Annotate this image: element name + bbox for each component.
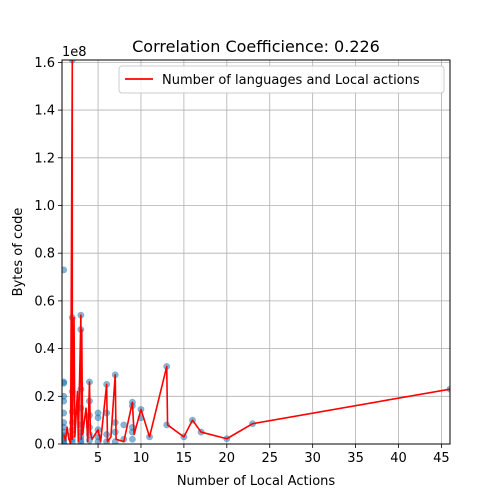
y-tick-label: 0.6 xyxy=(34,294,55,309)
legend-entry-label: Number of languages and Local actions xyxy=(162,73,420,88)
y-tick-label: 0.2 xyxy=(34,390,55,405)
plot-area xyxy=(62,60,450,444)
scatter-point xyxy=(62,379,68,387)
scatter-point xyxy=(94,414,102,422)
y-tick-label: 1.4 xyxy=(34,104,55,119)
y-axis: 0.0 0.2 0.4 0.6 0.8 1.0 1.2 1.4 1.6 xyxy=(34,56,62,453)
legend-box xyxy=(118,65,445,94)
series-line xyxy=(62,60,450,444)
y-tick-label: 0.8 xyxy=(34,247,55,262)
chart-title: Correlation Coefficience: 0.226 xyxy=(132,37,380,56)
x-tick-label: 25 xyxy=(261,451,278,466)
scatter-point xyxy=(62,409,68,417)
y-tick-label: 1.6 xyxy=(34,56,55,71)
scatter-point xyxy=(62,397,68,405)
y-tick-label: 1.2 xyxy=(34,151,55,166)
series-group xyxy=(62,60,450,444)
x-axis-label: Number of Local Actions xyxy=(177,474,336,489)
x-tick-label: 45 xyxy=(433,451,450,466)
scatter-point xyxy=(62,266,68,274)
x-tick-label: 30 xyxy=(304,451,321,466)
y-tick-label: 0.4 xyxy=(34,342,55,357)
x-axis: 5 10 15 20 25 30 35 40 45 xyxy=(94,444,450,466)
y-axis-label: Bytes of code xyxy=(11,208,26,297)
plot-frame xyxy=(61,59,451,445)
x-tick-label: 20 xyxy=(219,451,236,466)
y-tick-label: 1.0 xyxy=(34,199,55,214)
x-tick-label: 15 xyxy=(176,451,193,466)
scatter-point xyxy=(120,421,128,429)
y-scale-label: 1e8 xyxy=(62,45,87,60)
x-tick-label: 5 xyxy=(94,451,102,466)
y-tick-label: 0.0 xyxy=(34,438,55,453)
scatter-point xyxy=(163,421,171,429)
x-tick-label: 40 xyxy=(390,451,407,466)
legend: Number of languages and Local actions xyxy=(118,65,445,94)
x-tick-label: 10 xyxy=(133,451,150,466)
x-tick-label: 35 xyxy=(347,451,364,466)
scatter-point xyxy=(128,435,136,443)
